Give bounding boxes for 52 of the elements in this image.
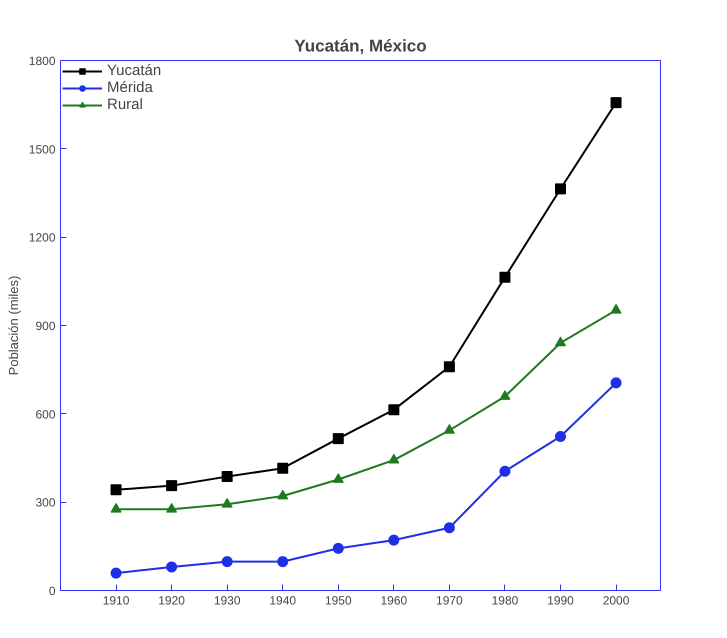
- x-tick-label: 1910: [102, 594, 130, 608]
- point: [277, 490, 288, 500]
- y-tick-label: 1500: [28, 142, 56, 156]
- point: [110, 502, 122, 513]
- point: [444, 522, 455, 534]
- point: [332, 542, 344, 554]
- point: [610, 97, 622, 108]
- point: [110, 484, 122, 496]
- x-tick-label: 1950: [324, 594, 352, 608]
- point: [499, 466, 510, 477]
- y-tick-label: 300: [35, 496, 56, 510]
- y-tick-label: 0: [48, 584, 56, 598]
- point: [555, 183, 566, 194]
- y-tick-label: 1800: [28, 54, 56, 68]
- point: [222, 498, 233, 508]
- point: [444, 424, 455, 434]
- point: [499, 390, 510, 400]
- chart-title: Yucatán, México: [294, 36, 427, 56]
- legend-label: Rural: [107, 96, 143, 113]
- point: [166, 561, 178, 572]
- point: [277, 462, 288, 474]
- x-tick-label: 1920: [158, 594, 186, 608]
- y-axis-title: Población (miles): [6, 276, 21, 376]
- point: [555, 431, 566, 442]
- y-tick-label: 1200: [28, 230, 56, 245]
- x-tick-label: 1990: [547, 594, 574, 608]
- point: [388, 534, 400, 546]
- x-tick-label: 2000: [602, 594, 630, 608]
- point: [166, 502, 178, 513]
- legend-label: Mérida: [107, 79, 153, 96]
- point: [610, 304, 622, 314]
- x-tick-label: 1960: [380, 594, 408, 608]
- point: [555, 336, 566, 346]
- x-tick-label: 1940: [269, 594, 296, 608]
- legend-label: Yucatán: [107, 62, 162, 79]
- point: [222, 471, 233, 482]
- point: [499, 272, 510, 283]
- x-tick-label: 1970: [436, 594, 464, 608]
- point: [222, 556, 233, 568]
- point: [277, 556, 288, 568]
- point: [332, 473, 344, 483]
- x-tick-label: 1930: [214, 594, 241, 608]
- y-tick-label: 900: [35, 319, 56, 333]
- y-tick-label: 600: [35, 407, 56, 422]
- x-tick-label: 1980: [492, 594, 519, 608]
- point: [388, 454, 400, 464]
- point: [332, 433, 344, 444]
- point: [444, 361, 455, 372]
- point: [110, 568, 122, 579]
- point: [166, 480, 178, 492]
- point: [388, 404, 400, 416]
- point: [610, 377, 622, 388]
